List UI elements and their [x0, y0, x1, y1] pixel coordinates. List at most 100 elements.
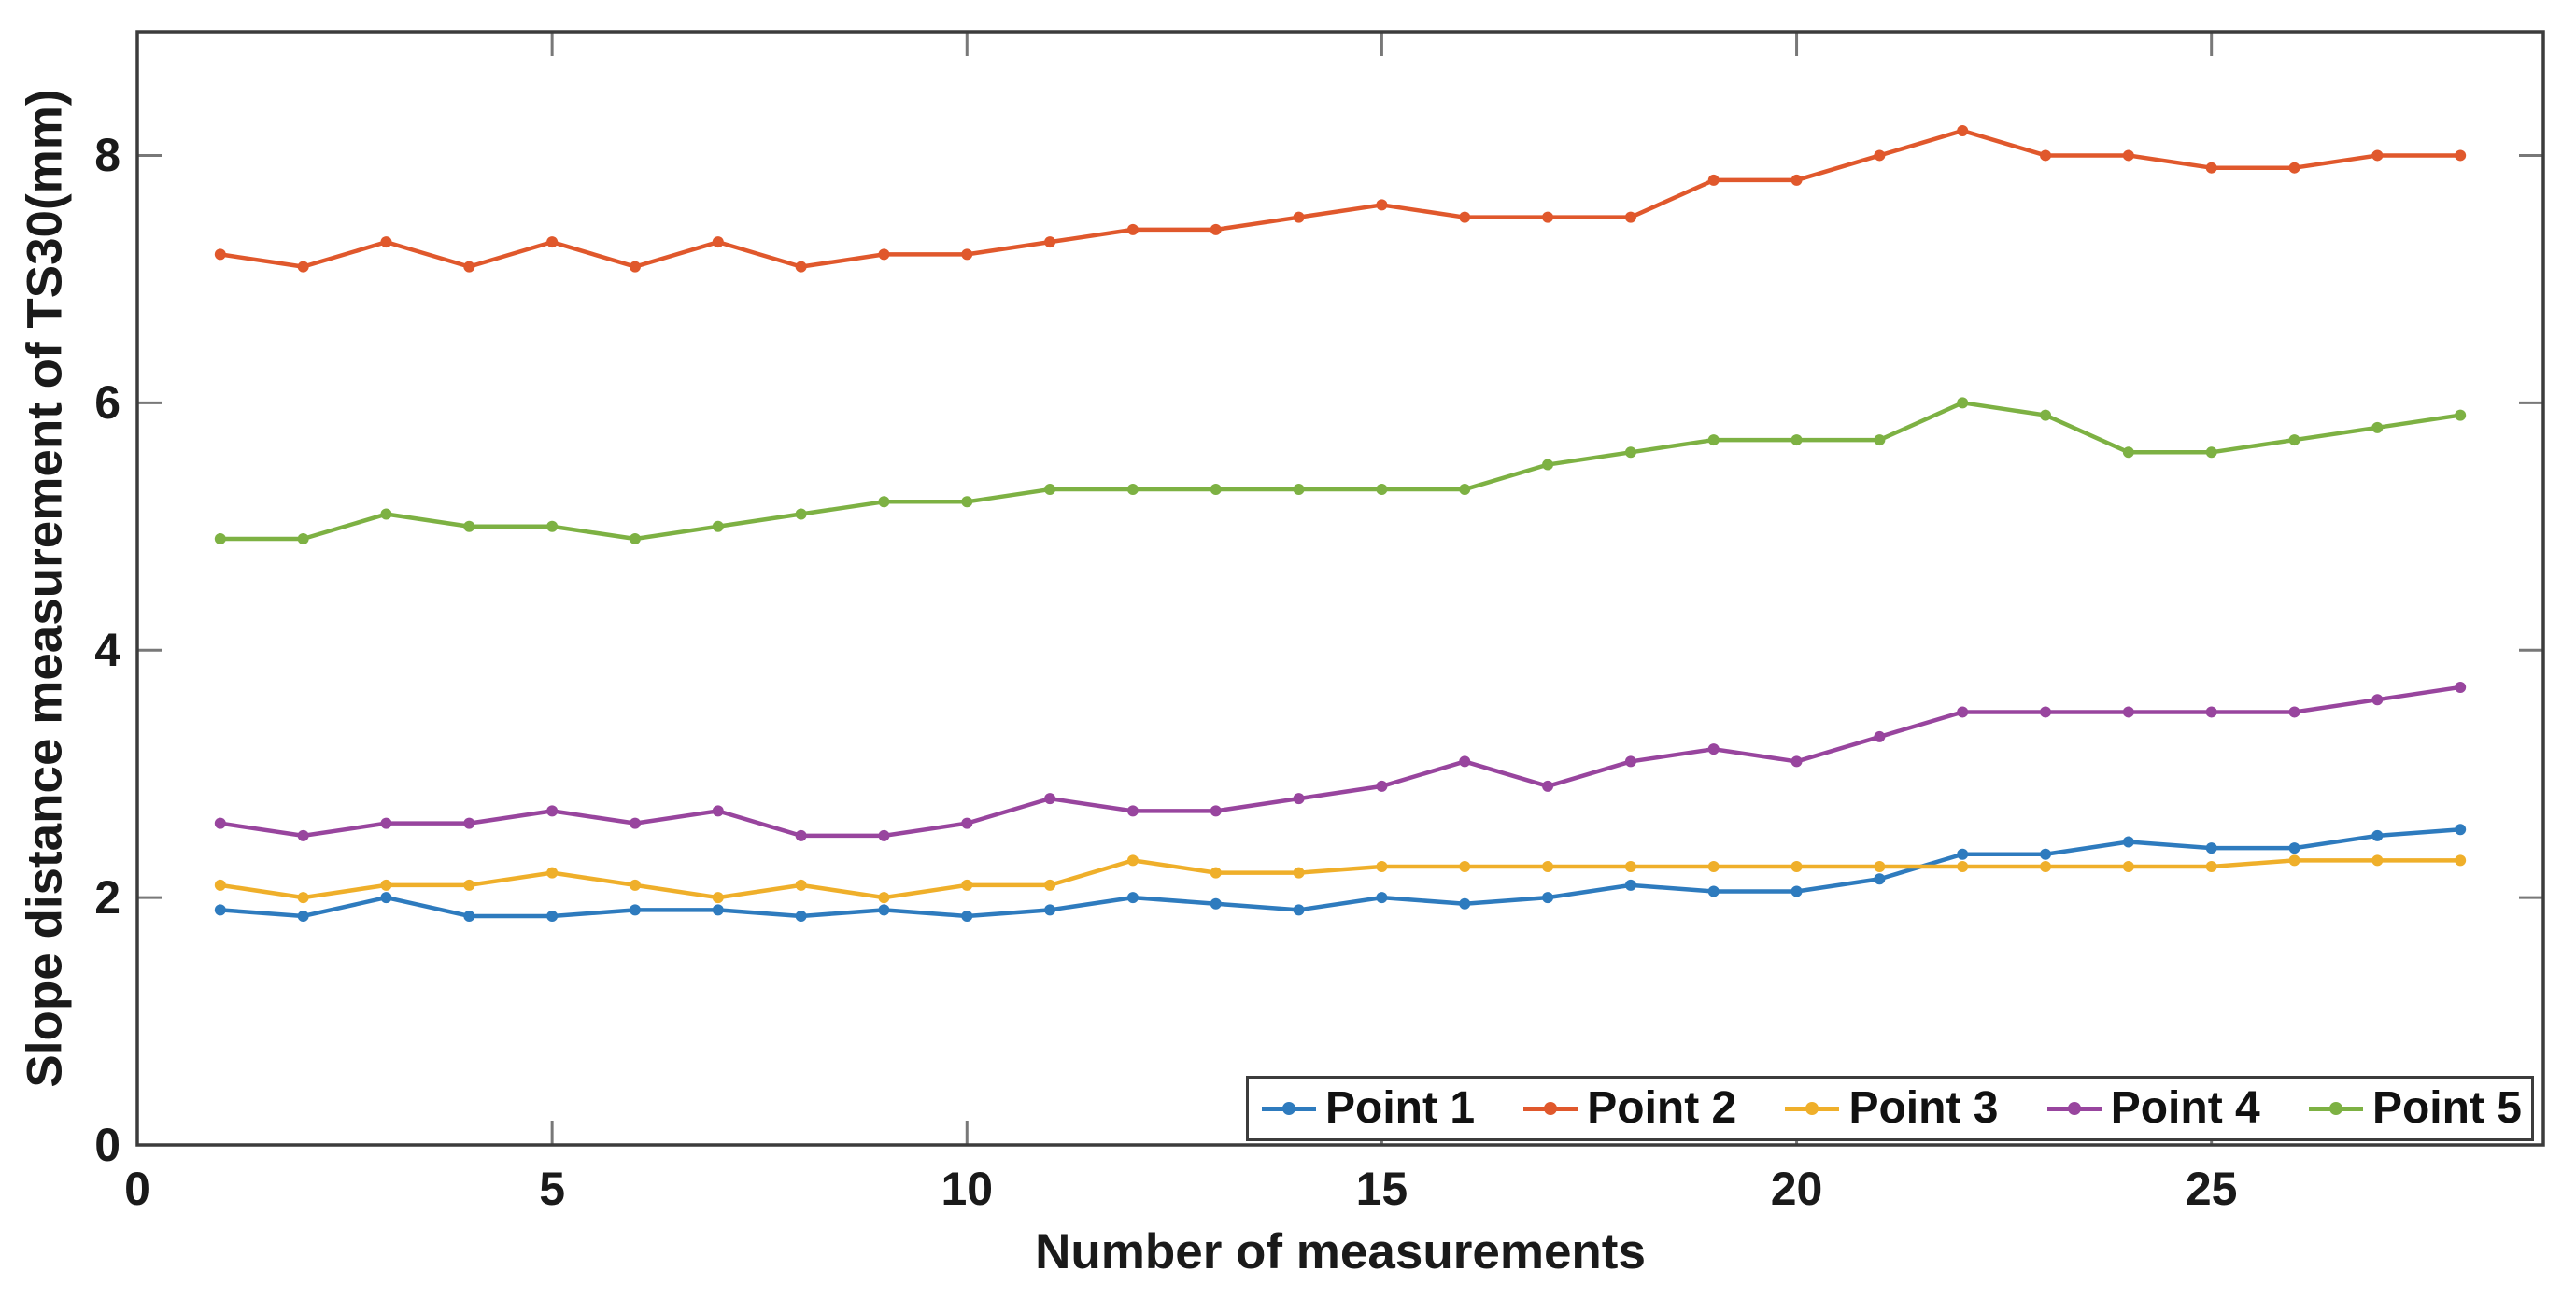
series-point-4-marker: [1957, 706, 1969, 718]
series-point-4-line: [218, 685, 2463, 839]
series-point-1-marker: [878, 904, 890, 916]
legend-swatch-dot: [1544, 1102, 1558, 1115]
series-point-2-marker: [2371, 149, 2384, 162]
series-point-3-marker: [1707, 861, 1720, 872]
legend-label: Point 3: [1848, 1083, 1999, 1133]
legend-entry-3: Point 3: [1785, 1086, 1998, 1131]
series-point-4-marker: [629, 817, 641, 829]
series-point-1-marker: [1790, 885, 1803, 897]
series-point-1-marker: [1210, 897, 1222, 910]
series-point-3-marker: [1874, 861, 1886, 872]
series-point-5-marker: [297, 533, 309, 545]
series-point-4-marker: [712, 805, 724, 817]
series-point-3-marker: [297, 892, 309, 904]
legend-box: Point 1 Point 2 Point 3 Point 4 Point 5: [1246, 1076, 2534, 1141]
series-point-3-marker: [1293, 867, 1305, 879]
series-point-5-marker: [1790, 434, 1803, 446]
series-point-4-marker: [795, 829, 807, 841]
legend-line-dot-swatch: [1523, 1102, 1578, 1115]
series-point-2-marker: [214, 248, 226, 261]
series-point-2-marker: [712, 236, 724, 248]
series-point-5-marker: [2040, 409, 2052, 421]
y-tick-label-2: 2: [94, 871, 120, 925]
legend-entry-1: Point 1: [1262, 1086, 1475, 1131]
series-point-2-marker: [1624, 211, 1636, 223]
series-point-5-marker: [1542, 459, 1554, 471]
legend-label: Point 5: [2371, 1083, 2522, 1133]
series-point-2-marker: [1210, 223, 1222, 235]
series-point-4-marker: [2040, 706, 2052, 718]
series-point-5-marker: [214, 533, 226, 545]
series-point-3-marker: [1126, 854, 1139, 867]
series-point-4-marker: [1376, 780, 1388, 792]
series-point-1-marker: [795, 910, 807, 922]
series-point-4-marker: [1293, 793, 1305, 805]
series-point-4-marker: [1126, 805, 1139, 817]
series-point-1-marker: [1957, 848, 1969, 860]
series-point-4-marker: [1624, 755, 1636, 768]
series-point-2-marker: [878, 248, 890, 261]
series-point-5-marker: [1624, 446, 1636, 459]
x-tick-label-0: 0: [124, 1163, 150, 1215]
series-point-1-marker: [961, 910, 973, 922]
series-point-1-line: [218, 827, 2463, 919]
series-point-2-marker: [1044, 236, 1056, 248]
legend-line-dot-swatch: [1262, 1102, 1316, 1115]
series-point-3-marker: [2288, 854, 2300, 867]
series-point-2-marker: [629, 261, 641, 273]
series-point-4-marker: [546, 805, 559, 817]
series-point-2-marker: [2040, 149, 2052, 162]
series-point-5-marker: [961, 496, 973, 508]
series-point-2-marker: [1126, 223, 1139, 235]
series-point-1-marker: [2205, 842, 2217, 854]
series-point-4-marker: [878, 829, 890, 841]
series-point-4-marker: [961, 817, 973, 829]
legend-label: Point 1: [1325, 1083, 1476, 1133]
series-point-1-marker: [1376, 892, 1388, 904]
series-point-3-marker: [214, 879, 226, 891]
series-point-4-marker: [2371, 694, 2384, 706]
series-point-3-marker: [629, 879, 641, 891]
series-point-2-marker: [2205, 162, 2217, 174]
series-point-2-marker: [1376, 199, 1388, 211]
series-point-5-marker: [463, 520, 475, 532]
series-point-2-marker: [297, 261, 309, 273]
y-tick-label-6: 6: [94, 376, 120, 430]
legend-swatch-dot: [2067, 1102, 2081, 1115]
series-point-2-marker: [1542, 211, 1554, 223]
series-point-4-marker: [2288, 706, 2300, 718]
series-point-1-marker: [2455, 824, 2467, 836]
series-point-5-marker: [1459, 484, 1471, 496]
series-point-4-marker: [1459, 755, 1471, 768]
series-point-5-marker: [2122, 446, 2134, 459]
legend-line-dot-swatch: [2046, 1102, 2102, 1115]
y-axis-label: Slope distance measurement of TS30(mm): [17, 89, 73, 1088]
series-point-1-marker: [2040, 848, 2052, 860]
series-point-2-marker: [463, 261, 475, 273]
series-point-4-marker: [1542, 780, 1554, 792]
series-point-3-marker: [712, 892, 724, 904]
series-point-3-marker: [878, 892, 890, 904]
series-point-5-marker: [1874, 434, 1886, 446]
series-point-1-marker: [1624, 879, 1636, 891]
series-point-3-marker: [1210, 867, 1222, 879]
series-point-1-marker: [1293, 904, 1305, 916]
series-point-5-marker: [1044, 484, 1056, 496]
series-point-2-marker: [1707, 174, 1720, 186]
series-point-4-marker: [2122, 706, 2134, 718]
series-point-2-marker: [1957, 124, 1969, 136]
series-point-4-marker: [1874, 730, 1886, 742]
series-point-4-marker: [2205, 706, 2217, 718]
series-point-5-marker: [2288, 434, 2300, 446]
series-point-3-marker: [1624, 861, 1636, 872]
series-point-1-marker: [629, 904, 641, 916]
series-point-4-marker: [297, 829, 309, 841]
series-point-1-marker: [1707, 885, 1720, 897]
x-tick-label-15: 15: [1355, 1163, 1408, 1215]
series-point-2-marker: [2455, 149, 2467, 162]
series-point-1-marker: [546, 910, 559, 922]
series-point-3-marker: [546, 867, 559, 879]
series-point-3-marker: [380, 879, 392, 891]
